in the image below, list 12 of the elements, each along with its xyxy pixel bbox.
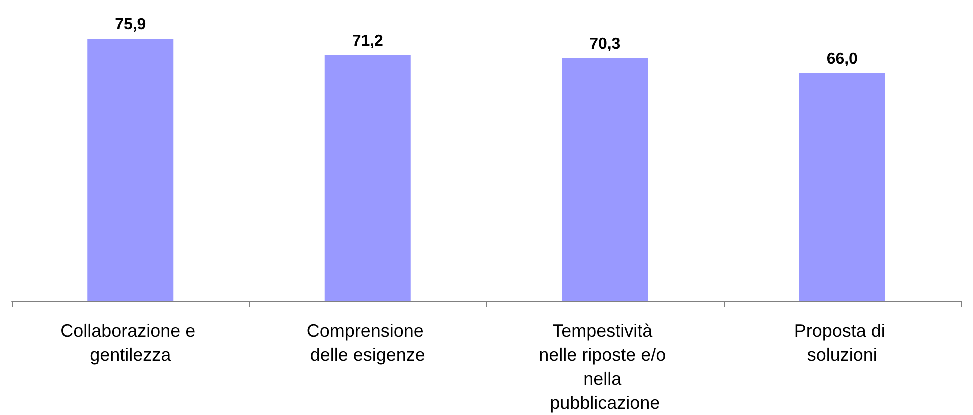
data-label: 66,0 — [826, 50, 858, 68]
x-tick-label: Proposta di soluzioni — [794, 321, 890, 365]
data-label: 71,2 — [352, 32, 384, 50]
x-tick-label: Tempestività nelle riposte e/o nella pubblicazione — [539, 321, 672, 413]
data-label: 75,9 — [115, 16, 146, 34]
bar — [88, 39, 174, 301]
data-label: 70,3 — [590, 36, 621, 53]
x-tick-label: Collaborazione e gentilezza — [60, 321, 201, 365]
bar — [799, 73, 886, 301]
bar — [324, 55, 411, 301]
bar — [562, 58, 648, 301]
x-tick-label: Comprensione delle esigenze — [306, 321, 429, 365]
